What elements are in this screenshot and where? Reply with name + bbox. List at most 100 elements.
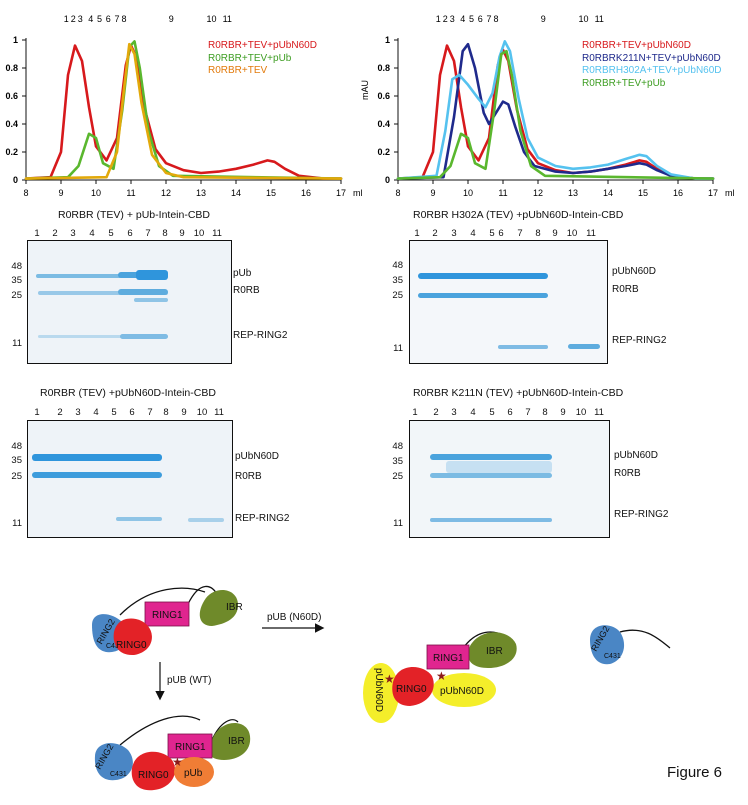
x-tick-label: 12 bbox=[533, 188, 543, 198]
fraction-label: 11 bbox=[595, 14, 604, 24]
gel-band bbox=[116, 517, 162, 521]
mw-marker: 11 bbox=[12, 518, 22, 529]
fraction-label: 3 bbox=[78, 14, 83, 24]
band-label: REP-RING2 bbox=[614, 509, 669, 520]
x-tick-label: 14 bbox=[603, 188, 613, 198]
arrow-right-label: pUB (N60D) bbox=[267, 612, 321, 623]
lane-label: 4 bbox=[89, 228, 95, 239]
lane-label: 3 bbox=[451, 228, 457, 239]
gel-band bbox=[32, 454, 162, 461]
gel-title: R0RBR H302A (TEV) +pUbN60D-Intein-CBD bbox=[413, 209, 624, 221]
gel-image bbox=[27, 240, 232, 364]
lane-label: 3 bbox=[75, 407, 81, 418]
gel-band bbox=[136, 270, 168, 280]
star-icon: ★ bbox=[436, 669, 447, 683]
ring2-shape bbox=[590, 625, 625, 665]
lane-label: 4 bbox=[470, 407, 476, 418]
fraction-label: 6 bbox=[106, 14, 111, 24]
lane-label: 3 bbox=[70, 228, 76, 239]
gel-band bbox=[32, 472, 162, 478]
legend-entry: R0RBR+TEV bbox=[208, 65, 268, 76]
fraction-label: 7 bbox=[114, 14, 119, 24]
mw-marker: 35 bbox=[392, 275, 403, 286]
lane-label: 6 bbox=[507, 407, 513, 418]
star-icon: ★ bbox=[384, 672, 395, 686]
fraction-label: 3 bbox=[450, 14, 455, 24]
mw-marker: 25 bbox=[11, 471, 22, 482]
lane-label: 2 bbox=[52, 228, 58, 239]
legend-entry: R0RBR+TEV+pUb bbox=[582, 77, 666, 89]
lane-label: 11 bbox=[586, 228, 596, 239]
c431-label: C431 bbox=[110, 771, 127, 778]
pub-label: pUb bbox=[184, 768, 203, 779]
lane-label: 7 bbox=[147, 407, 153, 418]
band-label: REP-RING2 bbox=[235, 513, 290, 524]
legend-entry: R0RBR+TEV+pUbN60D bbox=[582, 40, 691, 51]
band-label: R0RB bbox=[235, 471, 262, 482]
lane-label: 5 bbox=[108, 228, 114, 239]
complex-pub-wt: IBR RING1 RING2 C431 RING0 pUb ★ bbox=[93, 715, 251, 791]
fraction-label: 4 bbox=[460, 14, 465, 24]
chart-right-legend: R0RBR+TEV+pUbN60D R0RBRK211N+TEV+pUbN60D… bbox=[582, 40, 722, 90]
y-tick-label: 0.8 bbox=[5, 63, 18, 73]
ibr-shape bbox=[199, 589, 238, 626]
fraction-label: 10 bbox=[206, 14, 216, 24]
y-tick-label: 1 bbox=[385, 35, 390, 45]
chart-left-svg: 00.20.40.60.818 9 10 11 12 13 14 15 16 17 ml1 2 3 4 5 6… bbox=[5, 14, 363, 198]
gel-band bbox=[134, 298, 168, 302]
mw-marker: 35 bbox=[11, 275, 22, 286]
mw-marker: 48 bbox=[392, 441, 403, 452]
star-icon: ★ bbox=[172, 755, 183, 769]
fraction-label: 4 bbox=[88, 14, 93, 24]
gel-lane-labels: 1 2 3 4 5 6 7 8 9 10 11 bbox=[0, 407, 748, 419]
c431-label: C431 bbox=[106, 643, 123, 650]
pubn60d-shape bbox=[363, 663, 399, 723]
ring1-shape bbox=[167, 733, 213, 759]
ring1-label: RING1 bbox=[175, 742, 206, 753]
x-tick-label: 15 bbox=[638, 188, 648, 198]
x-tick-label: 16 bbox=[673, 188, 683, 198]
chart-right: 0 0.2 0.4 0.6 0.8 1 8 9 10 11 12 13 14 15 16 17 ml mAU 1 2 3… bbox=[360, 8, 742, 208]
band-label: R0RB bbox=[233, 285, 260, 296]
pub-shape bbox=[174, 757, 214, 787]
mw-marker: 25 bbox=[11, 290, 22, 301]
fraction-label: 1 bbox=[64, 14, 69, 24]
c431-label: C431 bbox=[604, 653, 621, 660]
lane-label: 10 bbox=[566, 228, 578, 239]
complex-pubn60d: IBR RING1 pUbN60D pUbN60D RING0 ★ ★ bbox=[363, 631, 517, 723]
x-tick-label: 16 bbox=[301, 188, 311, 198]
lane-label: 9 bbox=[181, 407, 187, 418]
series-line bbox=[396, 49, 715, 180]
ibr-label: IBR bbox=[486, 646, 503, 657]
legend-entry: R0RBRK211N+TEV+pUbN60D bbox=[582, 52, 721, 64]
band-label: pUbN60D bbox=[235, 451, 279, 462]
lane-label: 8 bbox=[542, 407, 548, 418]
domain-diagram: IBR RING1 RING2 C431 RING0 pUB (N60D) pU… bbox=[0, 570, 748, 800]
gel-band bbox=[498, 345, 548, 349]
fraction-label: 9 bbox=[169, 14, 174, 24]
lane-label: 3 bbox=[451, 407, 457, 418]
legend-entry: R0RBRH302A+TEV+pUbN60D bbox=[582, 65, 722, 76]
gel-title: R0RBR (TEV) +pUbN60D-Intein-CBD bbox=[40, 387, 216, 399]
lane-label: 1 bbox=[412, 407, 418, 418]
gel-lane-labels: 1 2 3 4 5 6 7 8 9 10 11 bbox=[0, 228, 240, 240]
mw-marker: 11 bbox=[393, 343, 403, 354]
fraction-label: 8 bbox=[493, 14, 498, 24]
y-tick-label: 1 bbox=[13, 35, 18, 45]
lane-label: 10 bbox=[575, 407, 587, 418]
x-tick-label: 11 bbox=[126, 188, 135, 198]
gel-lane-labels: 1 2 3 4 5 6 7 8 9 10 11 bbox=[0, 228, 748, 240]
arrow-down-label: pUB (WT) bbox=[167, 675, 211, 686]
released-ring2: RING2 C431 bbox=[589, 624, 671, 665]
legend-entry: R0RBR+TEV+pUbN60D bbox=[208, 40, 317, 51]
ring0-label: RING0 bbox=[138, 770, 169, 781]
y-tick-label: 0.4 bbox=[5, 119, 18, 129]
x-axis-unit: ml bbox=[725, 188, 735, 198]
ibr-shape bbox=[468, 632, 517, 668]
mw-marker: 35 bbox=[11, 455, 22, 466]
lane-label: 9 bbox=[179, 228, 185, 239]
x-axis-unit: ml bbox=[353, 188, 363, 198]
band-label: REP-RING2 bbox=[612, 335, 667, 346]
x-tick-label: 8 bbox=[23, 188, 28, 198]
y-tick-label: 0.8 bbox=[377, 63, 390, 73]
